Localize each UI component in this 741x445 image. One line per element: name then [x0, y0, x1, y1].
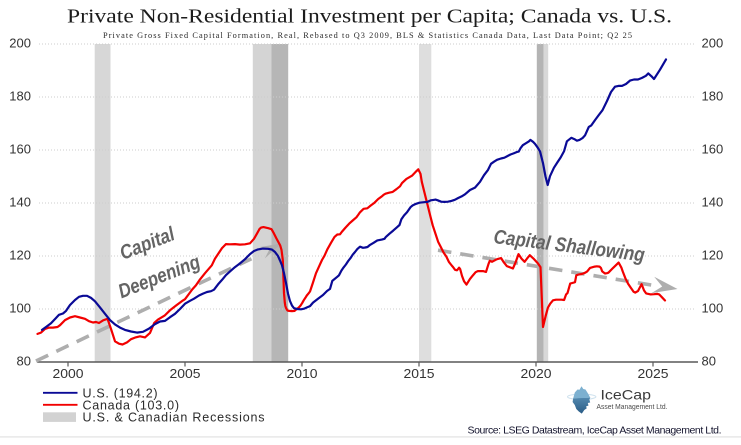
svg-text:2005: 2005 [170, 366, 201, 381]
svg-text:2000: 2000 [53, 366, 84, 381]
svg-text:2025: 2025 [638, 366, 669, 381]
svg-text:160: 160 [9, 142, 31, 157]
svg-text:80: 80 [17, 354, 31, 369]
svg-text:2015: 2015 [404, 366, 435, 381]
svg-text:200: 200 [702, 36, 724, 51]
svg-text:120: 120 [702, 248, 724, 263]
svg-text:160: 160 [702, 142, 724, 157]
svg-text:2010: 2010 [287, 366, 318, 381]
svg-text:200: 200 [9, 36, 31, 51]
svg-text:IceCap: IceCap [601, 387, 652, 403]
svg-text:140: 140 [702, 195, 724, 210]
svg-text:Private Non-Residential Invest: Private Non-Residential Investment per C… [67, 6, 672, 28]
svg-text:Asset Management Ltd.: Asset Management Ltd. [597, 402, 668, 411]
svg-text:Canada (103.0): Canada (103.0) [83, 398, 180, 412]
svg-text:80: 80 [702, 354, 716, 369]
svg-text:100: 100 [702, 301, 724, 316]
svg-text:Source: LSEG Datastream, IceCa: Source: LSEG Datastream, IceCap Asset Ma… [468, 425, 722, 437]
svg-text:180: 180 [702, 89, 724, 104]
svg-text:Private Gross Fixed Capital Fo: Private Gross Fixed Capital Formation, R… [103, 31, 632, 40]
svg-text:140: 140 [9, 195, 31, 210]
svg-text:100: 100 [9, 301, 31, 316]
svg-text:2020: 2020 [521, 366, 552, 381]
svg-text:180: 180 [9, 89, 31, 104]
svg-text:U.S. & Canadian Recessions: U.S. & Canadian Recessions [83, 410, 265, 424]
svg-text:U.S. (194.2): U.S. (194.2) [83, 386, 158, 400]
svg-text:120: 120 [9, 248, 31, 263]
